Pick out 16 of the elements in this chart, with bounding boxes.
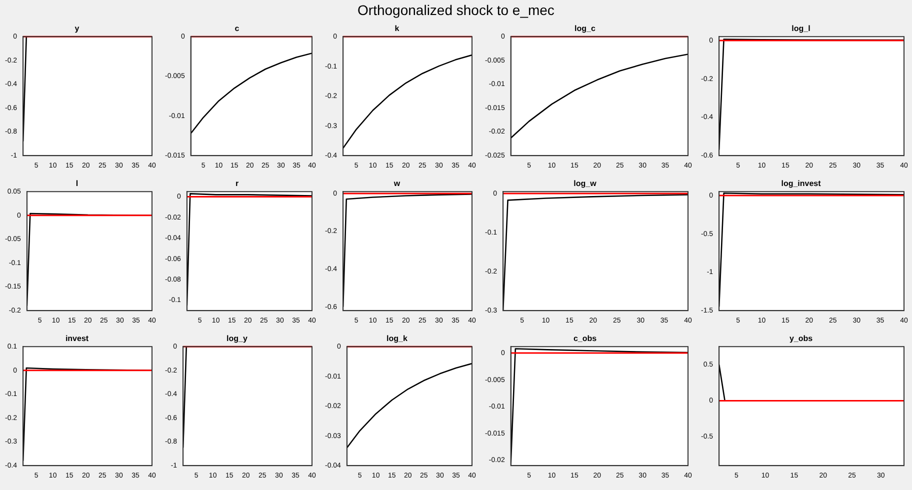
chart-title: log_y [226, 334, 248, 344]
chart-title: w [392, 179, 401, 188]
chart-title: l [76, 179, 78, 188]
chart-title: log_c [574, 24, 596, 34]
chart-title: k [394, 24, 400, 34]
text: Orthogonalized shock to e_mec [356, 2, 556, 18]
chart-title: log_k [386, 334, 408, 344]
chart-title: y [74, 24, 80, 34]
chart-title: log_w [574, 179, 598, 188]
chart-title: c [234, 24, 240, 34]
chart-title: log_l [792, 24, 810, 34]
chart-title: y_obs [789, 334, 814, 344]
chart-title: invest [65, 334, 89, 344]
chart-title: r [235, 179, 239, 188]
chart-title: c_obs [573, 334, 598, 344]
chart-title: log_invest [781, 179, 822, 188]
